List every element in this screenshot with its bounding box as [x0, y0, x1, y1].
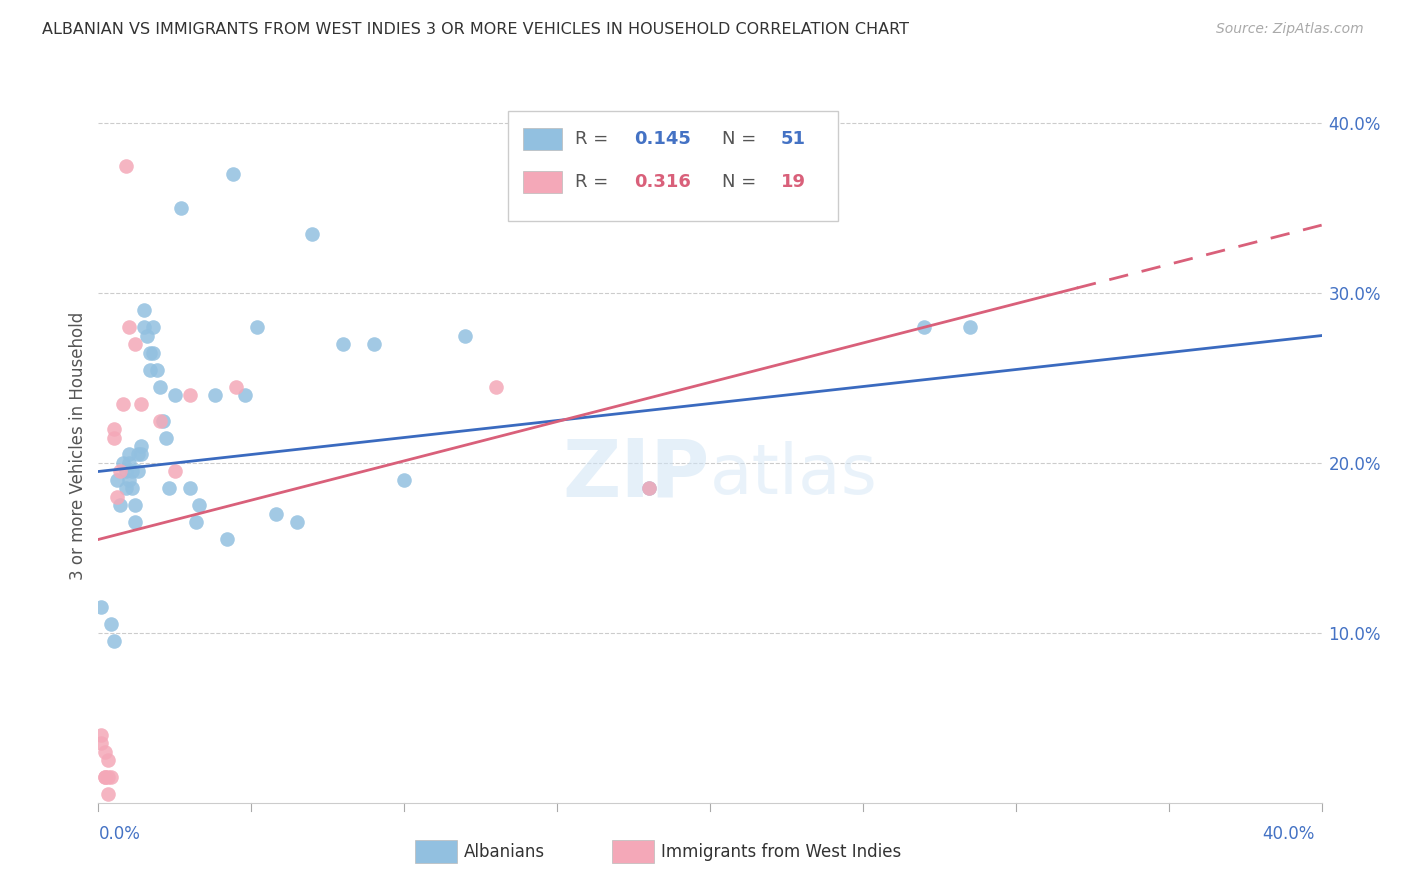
Point: [115, 159, 138, 173]
Point: [124, 337, 146, 351]
Point: [959, 320, 981, 334]
Text: Source: ZipAtlas.com: Source: ZipAtlas.com: [1216, 22, 1364, 37]
Point: [103, 634, 125, 648]
Text: N =: N =: [723, 173, 762, 191]
Point: [90, 736, 112, 750]
Point: [142, 320, 165, 334]
Text: R =: R =: [575, 173, 614, 191]
Point: [103, 430, 125, 444]
Text: Albanians: Albanians: [464, 843, 546, 861]
Point: [115, 482, 138, 496]
Point: [188, 499, 211, 513]
Point: [233, 388, 256, 402]
Point: [90, 728, 112, 742]
Point: [142, 345, 165, 359]
Point: [118, 320, 141, 334]
Point: [118, 448, 141, 462]
Point: [186, 516, 208, 530]
Point: [124, 499, 146, 513]
Text: 0.145: 0.145: [634, 130, 692, 148]
Point: [155, 430, 177, 444]
Point: [108, 499, 131, 513]
Point: [222, 167, 245, 181]
Point: [103, 422, 125, 436]
Text: 51: 51: [780, 130, 806, 148]
Point: [179, 482, 201, 496]
Point: [363, 337, 385, 351]
Point: [485, 379, 508, 393]
Point: [100, 617, 122, 632]
Point: [97, 753, 120, 767]
Point: [124, 516, 146, 530]
Y-axis label: 3 or more Vehicles in Household: 3 or more Vehicles in Household: [69, 312, 87, 580]
Point: [149, 379, 172, 393]
Text: N =: N =: [723, 130, 762, 148]
Point: [93, 770, 115, 784]
Text: 19: 19: [780, 173, 806, 191]
Point: [93, 770, 115, 784]
Text: 40.0%: 40.0%: [1263, 825, 1315, 843]
Point: [139, 362, 162, 376]
Point: [134, 320, 156, 334]
Point: [179, 388, 201, 402]
Point: [127, 465, 149, 479]
Text: 0.0%: 0.0%: [98, 825, 141, 843]
Point: [246, 320, 269, 334]
Point: [285, 516, 308, 530]
Point: [129, 396, 152, 410]
Point: [108, 465, 131, 479]
Point: [111, 396, 134, 410]
Point: [163, 465, 186, 479]
Point: [637, 482, 661, 496]
Point: [90, 600, 112, 615]
Point: [225, 379, 247, 393]
Point: [301, 227, 323, 241]
Point: [170, 201, 193, 215]
FancyBboxPatch shape: [508, 111, 838, 221]
Text: atlas: atlas: [710, 441, 877, 508]
Point: [157, 482, 180, 496]
Text: Immigrants from West Indies: Immigrants from West Indies: [661, 843, 901, 861]
Point: [129, 448, 152, 462]
Point: [152, 413, 174, 427]
Point: [93, 745, 115, 759]
Point: [136, 328, 159, 343]
Text: R =: R =: [575, 130, 614, 148]
Point: [115, 465, 138, 479]
Point: [145, 362, 167, 376]
Point: [215, 533, 238, 547]
Point: [111, 456, 134, 470]
Point: [121, 482, 143, 496]
Point: [134, 303, 156, 318]
Point: [121, 465, 143, 479]
Text: ZIP: ZIP: [562, 435, 710, 514]
Point: [139, 345, 162, 359]
Point: [332, 337, 354, 351]
Point: [105, 473, 128, 487]
Point: [149, 413, 172, 427]
Point: [204, 388, 226, 402]
Point: [637, 482, 661, 496]
Point: [118, 473, 141, 487]
Point: [127, 448, 149, 462]
Point: [97, 787, 120, 801]
Point: [129, 439, 152, 453]
FancyBboxPatch shape: [523, 171, 562, 193]
Point: [264, 507, 287, 521]
Point: [392, 473, 416, 487]
Point: [105, 490, 128, 504]
FancyBboxPatch shape: [523, 128, 562, 150]
Point: [97, 770, 120, 784]
Point: [100, 770, 122, 784]
Point: [118, 456, 141, 470]
Text: 0.316: 0.316: [634, 173, 692, 191]
Point: [454, 328, 477, 343]
Text: ALBANIAN VS IMMIGRANTS FROM WEST INDIES 3 OR MORE VEHICLES IN HOUSEHOLD CORRELAT: ALBANIAN VS IMMIGRANTS FROM WEST INDIES …: [42, 22, 910, 37]
Point: [912, 320, 935, 334]
Point: [163, 388, 186, 402]
